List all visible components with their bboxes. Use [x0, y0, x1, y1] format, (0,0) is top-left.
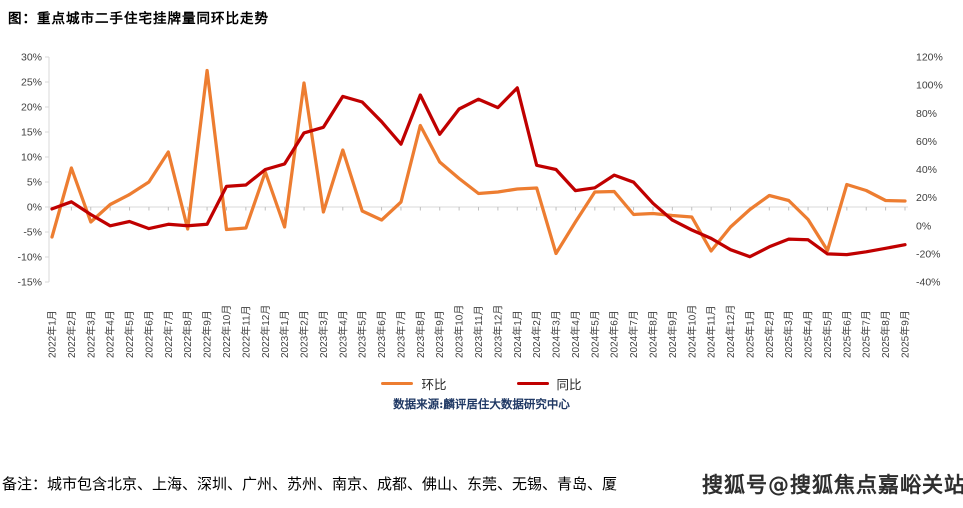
x-axis-label: 2022年8月 — [181, 310, 194, 358]
x-axis-label: 2025年3月 — [782, 310, 795, 358]
x-axis-label: 2022年11月 — [239, 305, 252, 358]
left-axis-tick-label: -15% — [17, 277, 42, 289]
right-axis-tick-label: 0% — [916, 220, 931, 232]
x-axis-label: 2022年5月 — [123, 310, 136, 358]
data-source-caption: 数据来源:麟评居住大数据研究中心 — [393, 397, 570, 411]
x-axis-label: 2025年4月 — [802, 310, 815, 358]
x-axis-label: 2025年1月 — [743, 310, 756, 358]
x-axis-label: 2023年7月 — [394, 310, 407, 358]
left-axis-tick-label: 5% — [27, 177, 42, 189]
x-axis-label: 2024年2月 — [530, 310, 543, 358]
x-axis-label: 2024年12月 — [724, 305, 737, 358]
x-axis-label: 2025年8月 — [879, 310, 892, 358]
x-axis-label: 2024年3月 — [550, 310, 563, 358]
chart-legend: 环比 同比 — [0, 374, 963, 393]
series-line-mom — [50, 68, 907, 256]
x-axis-label: 2022年12月 — [259, 305, 272, 358]
x-axis-label: 2023年6月 — [375, 310, 388, 358]
x-axis-label: 2023年4月 — [336, 310, 349, 358]
right-axis-tick-label: 20% — [916, 192, 937, 204]
x-axis-label: 2022年3月 — [84, 310, 97, 358]
right-axis-tick-label: 120% — [916, 52, 943, 64]
x-axis-label: 2023年3月 — [317, 310, 330, 358]
right-axis-tick-label: 60% — [916, 136, 937, 148]
series-line-yoy — [50, 86, 907, 259]
x-axis-label: 2023年1月 — [278, 310, 291, 358]
x-axis-label: 2023年10月 — [453, 305, 466, 358]
left-axis-tick-label: 20% — [21, 102, 42, 114]
left-axis-tick-label: 10% — [21, 152, 42, 164]
x-axis-label: 2025年7月 — [860, 310, 873, 358]
legend-label-mom: 环比 — [421, 377, 447, 392]
right-axis-tick-label: 80% — [916, 108, 937, 120]
x-axis-label: 2025年5月 — [821, 310, 834, 358]
x-axis-label: 2022年4月 — [104, 310, 117, 358]
footnote-cities: 备注：城市包含北京、上海、深圳、广州、苏州、南京、成都、佛山、东莞、无锡、青岛、… — [2, 475, 618, 493]
legend-item-mom: 环比 — [381, 374, 447, 393]
legend-item-yoy: 同比 — [516, 374, 582, 393]
x-axis-label: 2022年2月 — [65, 310, 78, 358]
x-axis-label: 2023年8月 — [414, 310, 427, 358]
x-axis-label: 2022年6月 — [142, 310, 155, 358]
x-axis-label: 2023年5月 — [356, 310, 369, 358]
chart-title: 图：重点城市二手住宅挂牌量同环比走势 — [8, 11, 269, 27]
x-axis-label: 2024年8月 — [646, 310, 659, 358]
x-axis-label: 2025年6月 — [840, 310, 853, 358]
right-axis-tick-label: 40% — [916, 164, 937, 176]
x-axis-label: 2024年9月 — [666, 310, 679, 358]
x-axis-label: 2023年9月 — [433, 310, 446, 358]
right-axis-tick-label: -20% — [916, 248, 941, 260]
legend-label-yoy: 同比 — [556, 377, 582, 392]
x-axis-label: 2024年10月 — [685, 305, 698, 358]
x-axis-label: 2024年7月 — [627, 310, 640, 358]
x-axis-label: 2023年2月 — [298, 310, 311, 358]
legend-swatch-mom — [381, 381, 414, 386]
left-axis-tick-label: 0% — [27, 202, 42, 214]
left-axis-tick-label: 15% — [21, 127, 42, 139]
x-axis-label: 2022年10月 — [220, 305, 233, 358]
chart-canvas: 30% 25% 20% 15% 10% 5% 0% -5% -10% -15% 120% 100% 80… — [17, 52, 943, 359]
left-axis-tick-label: 30% — [21, 52, 42, 64]
watermark-sohu: 搜狐号@搜狐焦点嘉峪关站 — [702, 473, 963, 497]
x-axis-label: 2023年11月 — [472, 305, 485, 358]
x-axis-label: 2022年7月 — [162, 310, 175, 358]
left-axis-tick-label: -10% — [17, 252, 42, 264]
x-axis-label: 2023年12月 — [491, 305, 504, 358]
x-axis-label: 2024年4月 — [569, 310, 582, 358]
left-axis-tick-label: -5% — [23, 227, 42, 239]
x-axis-label: 2025年2月 — [763, 310, 776, 358]
x-axis-label: 2022年1月 — [46, 310, 59, 358]
left-axis-tick-label: 25% — [21, 77, 42, 89]
right-axis-tick-label: -40% — [916, 277, 941, 289]
right-axis-tick-label: 100% — [916, 80, 943, 92]
x-axis-label: 2024年11月 — [705, 305, 718, 358]
x-axis-label: 2025年9月 — [899, 310, 912, 358]
x-axis-label: 2024年6月 — [608, 310, 621, 358]
x-axis-label: 2024年1月 — [511, 310, 524, 358]
x-axis-label: 2024年5月 — [588, 310, 601, 358]
x-axis-label: 2022年9月 — [201, 310, 214, 358]
legend-swatch-yoy — [516, 381, 549, 386]
